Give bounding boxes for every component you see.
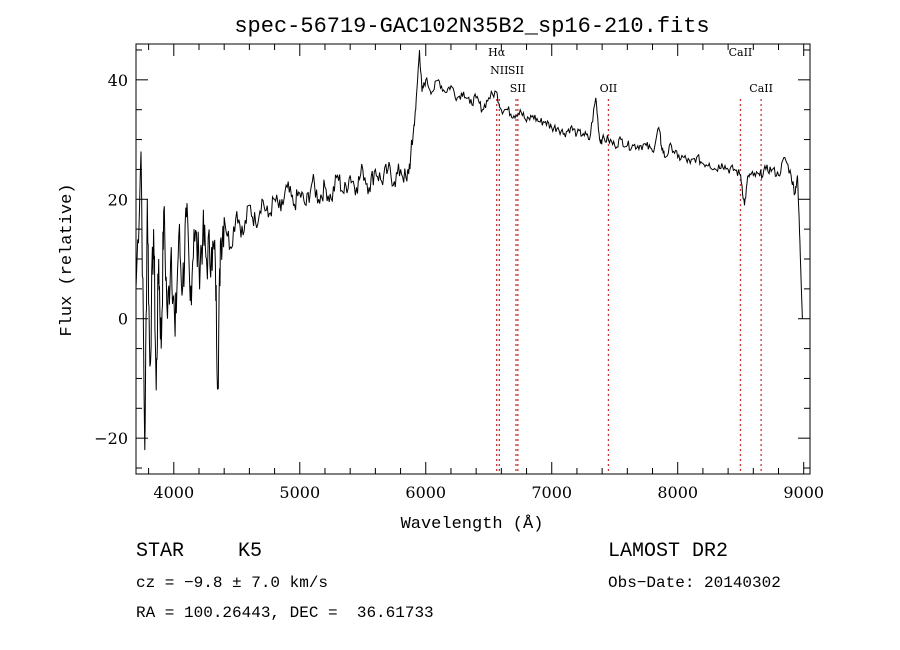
survey-label: LAMOST DR2	[608, 540, 729, 563]
y-tick-label-20: 20	[108, 190, 128, 209]
y-axis-label: Flux (relative)	[58, 183, 77, 336]
marker-label-6: CaII	[749, 82, 773, 95]
y-tick-label-0: 0	[118, 310, 128, 329]
cz-value: cz = −9.8 ± 7.0 km/s	[136, 574, 329, 592]
subclass-label: K5	[238, 540, 263, 563]
marker-label-2: SII	[508, 64, 524, 77]
coordinates: RA = 100.26443, DEC = 36.61733	[136, 604, 434, 622]
x-axis-label: Wavelength (Å)	[401, 515, 544, 534]
x-tick-label-6000: 6000	[405, 483, 446, 502]
plot-frame	[135, 43, 811, 475]
marker-label-3: SII	[510, 82, 526, 95]
marker-label-1: NII	[490, 64, 508, 77]
x-tick-label-7000: 7000	[531, 483, 572, 502]
x-tick-label-8000: 8000	[657, 483, 698, 502]
x-tick-label-4000: 4000	[153, 483, 194, 502]
axis-ticks: 4000 5000 6000 7000 8000 9000 −20 0 20 40	[94, 44, 824, 502]
y-tick-label-40: 40	[108, 71, 128, 90]
marker-label-0: Hα	[488, 46, 506, 59]
y-tick-label--20: −20	[94, 429, 128, 448]
emission-line-markers: Hα NII SII SII OII CaII CaII	[488, 46, 773, 474]
marker-label-4: OII	[600, 82, 618, 95]
x-tick-label-9000: 9000	[783, 483, 824, 502]
spectrum-line	[135, 49, 803, 451]
marker-label-5: CaII	[729, 46, 753, 59]
class-label: STAR	[136, 540, 185, 563]
chart-title: spec-56719-GAC102N35B2_sp16-210.fits	[234, 14, 709, 39]
x-tick-label-5000: 5000	[279, 483, 320, 502]
obs-date: Obs−Date: 20140302	[608, 574, 781, 592]
